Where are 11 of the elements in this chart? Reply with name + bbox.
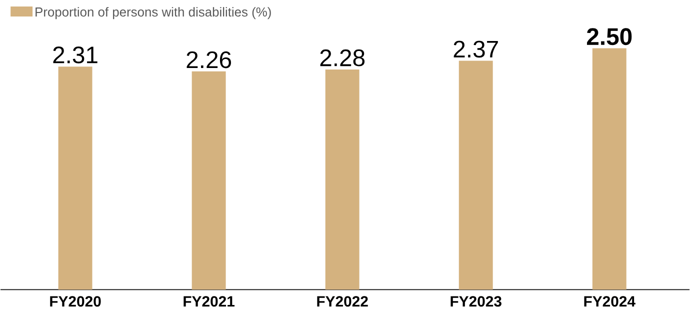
data-label: 2.31 [53,46,98,64]
x-tick-label: FY2022 [317,296,368,307]
data-label: 2.26 [186,52,231,68]
x-tick-label: FY2023 [450,296,502,307]
x-tick-label: FY2024 [584,296,636,307]
x-tick-label: FY2020 [50,296,101,307]
data-label: 2.28 [320,50,365,67]
x-tick-label: FY2021 [184,296,235,307]
data-label: 2.37 [454,40,498,58]
data-label: 2.50 [586,28,632,46]
legend-label: Proportion of persons with disabilities (%) [36,7,271,20]
